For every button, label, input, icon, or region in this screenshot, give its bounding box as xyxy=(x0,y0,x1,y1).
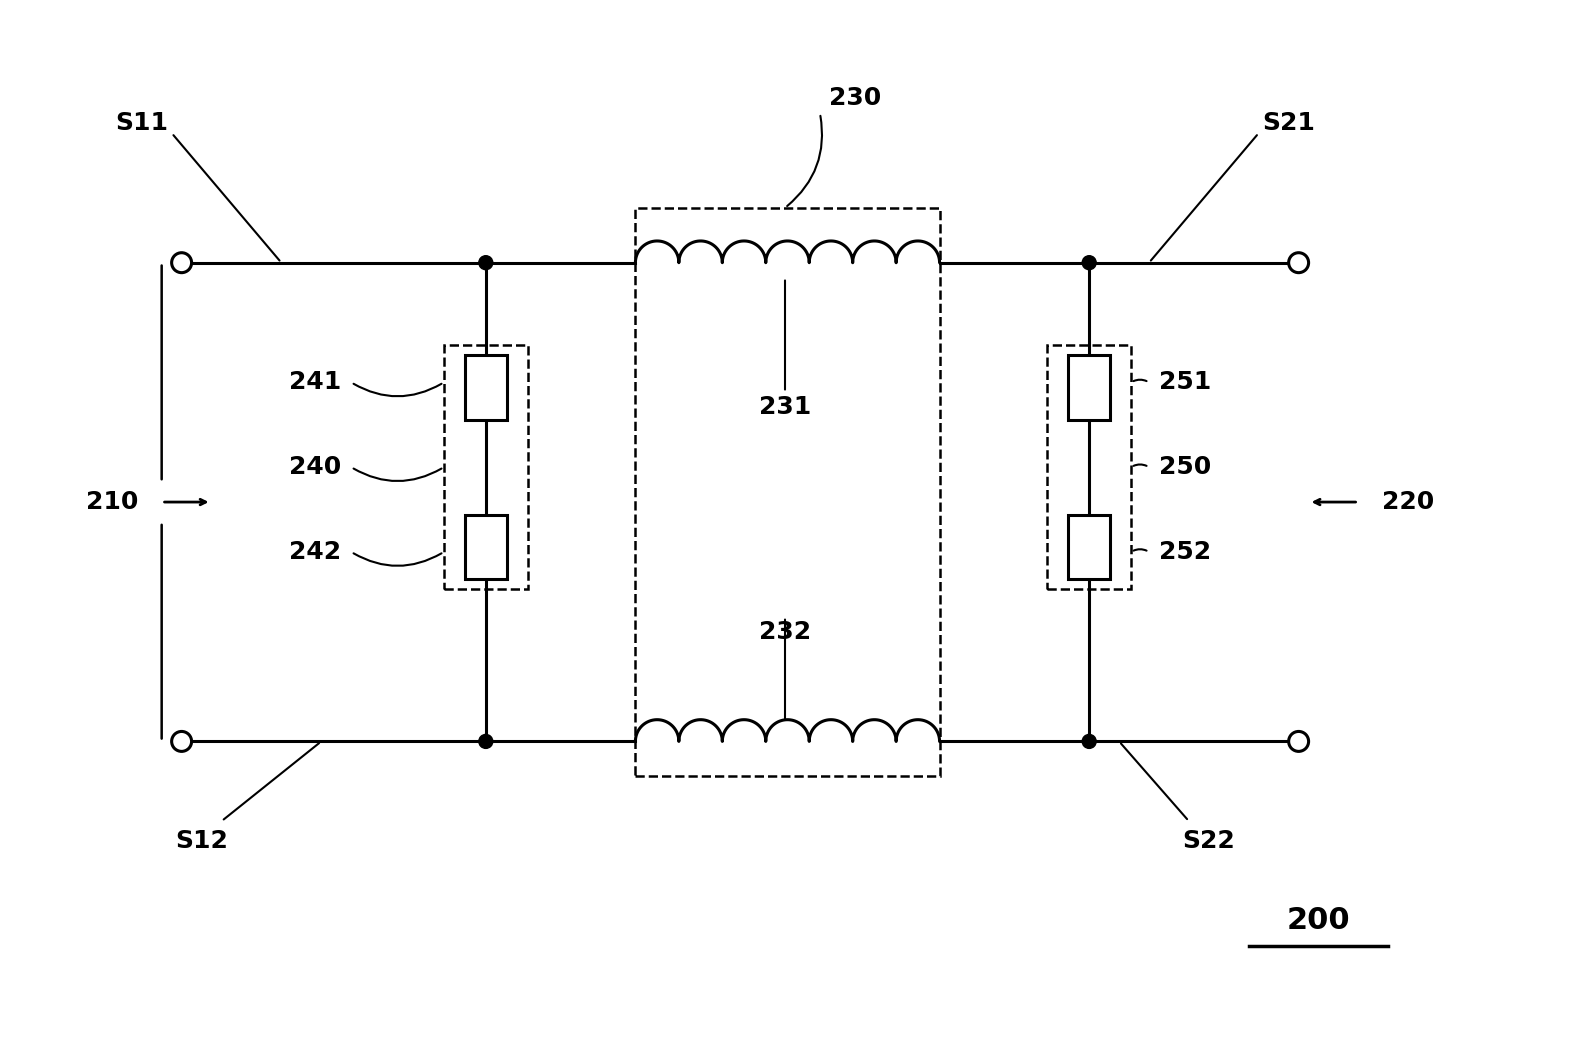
Bar xyxy=(465,355,507,420)
Text: 200: 200 xyxy=(1287,907,1351,936)
Circle shape xyxy=(171,253,192,273)
Text: S22: S22 xyxy=(1183,829,1235,853)
Circle shape xyxy=(1288,253,1309,273)
Text: 241: 241 xyxy=(289,370,341,394)
Circle shape xyxy=(1082,255,1097,270)
Text: 252: 252 xyxy=(1159,540,1211,564)
Text: 251: 251 xyxy=(1159,370,1211,394)
Text: 242: 242 xyxy=(289,540,341,564)
Circle shape xyxy=(479,255,493,270)
Text: S21: S21 xyxy=(1262,111,1315,135)
Text: 232: 232 xyxy=(759,620,811,644)
Text: 210: 210 xyxy=(85,490,138,514)
Circle shape xyxy=(479,735,493,748)
Circle shape xyxy=(1082,735,1097,748)
Text: 230: 230 xyxy=(828,86,881,110)
Bar xyxy=(1068,355,1111,420)
Text: 240: 240 xyxy=(289,455,341,479)
Text: S12: S12 xyxy=(174,829,228,853)
Circle shape xyxy=(171,731,192,751)
Bar xyxy=(635,207,939,776)
Text: S11: S11 xyxy=(115,111,168,135)
Text: 231: 231 xyxy=(759,395,811,419)
Bar xyxy=(465,515,507,579)
Circle shape xyxy=(1288,731,1309,751)
Text: 220: 220 xyxy=(1382,490,1434,514)
Bar xyxy=(445,346,528,589)
Bar xyxy=(1068,515,1111,579)
Text: 250: 250 xyxy=(1159,455,1211,479)
Bar xyxy=(1048,346,1131,589)
